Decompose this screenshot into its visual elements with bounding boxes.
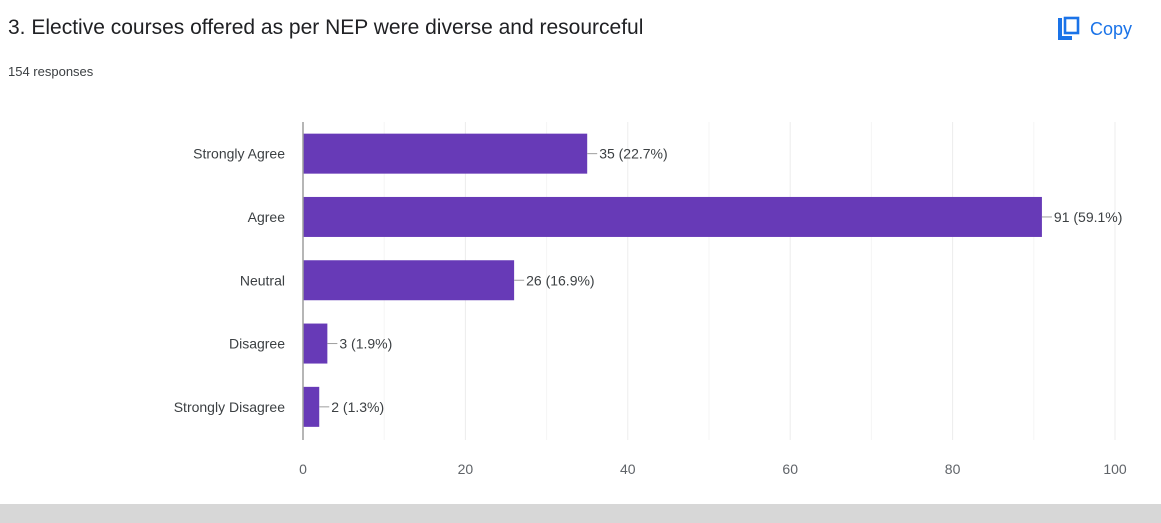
x-tick-label: 0	[299, 461, 307, 477]
x-tick-label: 20	[458, 461, 474, 477]
x-tick-label: 60	[782, 461, 798, 477]
category-label: Agree	[248, 209, 286, 225]
data-label: 26 (16.9%)	[526, 272, 594, 288]
bar	[303, 387, 319, 427]
data-label: 35 (22.7%)	[599, 146, 667, 162]
response-count: 154 responses	[8, 64, 93, 79]
x-tick-label: 80	[945, 461, 961, 477]
data-label: 91 (59.1%)	[1054, 209, 1122, 225]
bar	[303, 324, 327, 364]
bar	[303, 197, 1042, 237]
question-title: 3. Elective courses offered as per NEP w…	[8, 16, 643, 40]
bar-chart: 0 20 40 60 80 100 Strongly Agree 35 (22.7%) Agr…	[0, 100, 1161, 490]
copy-icon	[1056, 16, 1080, 42]
footer-divider	[0, 504, 1161, 523]
bar	[303, 260, 514, 300]
chart-bars	[303, 134, 1042, 427]
category-label: Neutral	[240, 272, 285, 288]
category-label: Strongly Agree	[193, 146, 285, 162]
copy-label: Copy	[1090, 19, 1132, 40]
x-tick-label: 40	[620, 461, 636, 477]
data-label: 2 (1.3%)	[331, 399, 384, 415]
category-label: Disagree	[229, 336, 285, 352]
bar	[303, 134, 587, 174]
x-tick-label: 100	[1103, 461, 1127, 477]
category-label: Strongly Disagree	[174, 399, 285, 415]
data-label: 3 (1.9%)	[339, 336, 392, 352]
copy-button[interactable]: Copy	[1050, 12, 1138, 46]
